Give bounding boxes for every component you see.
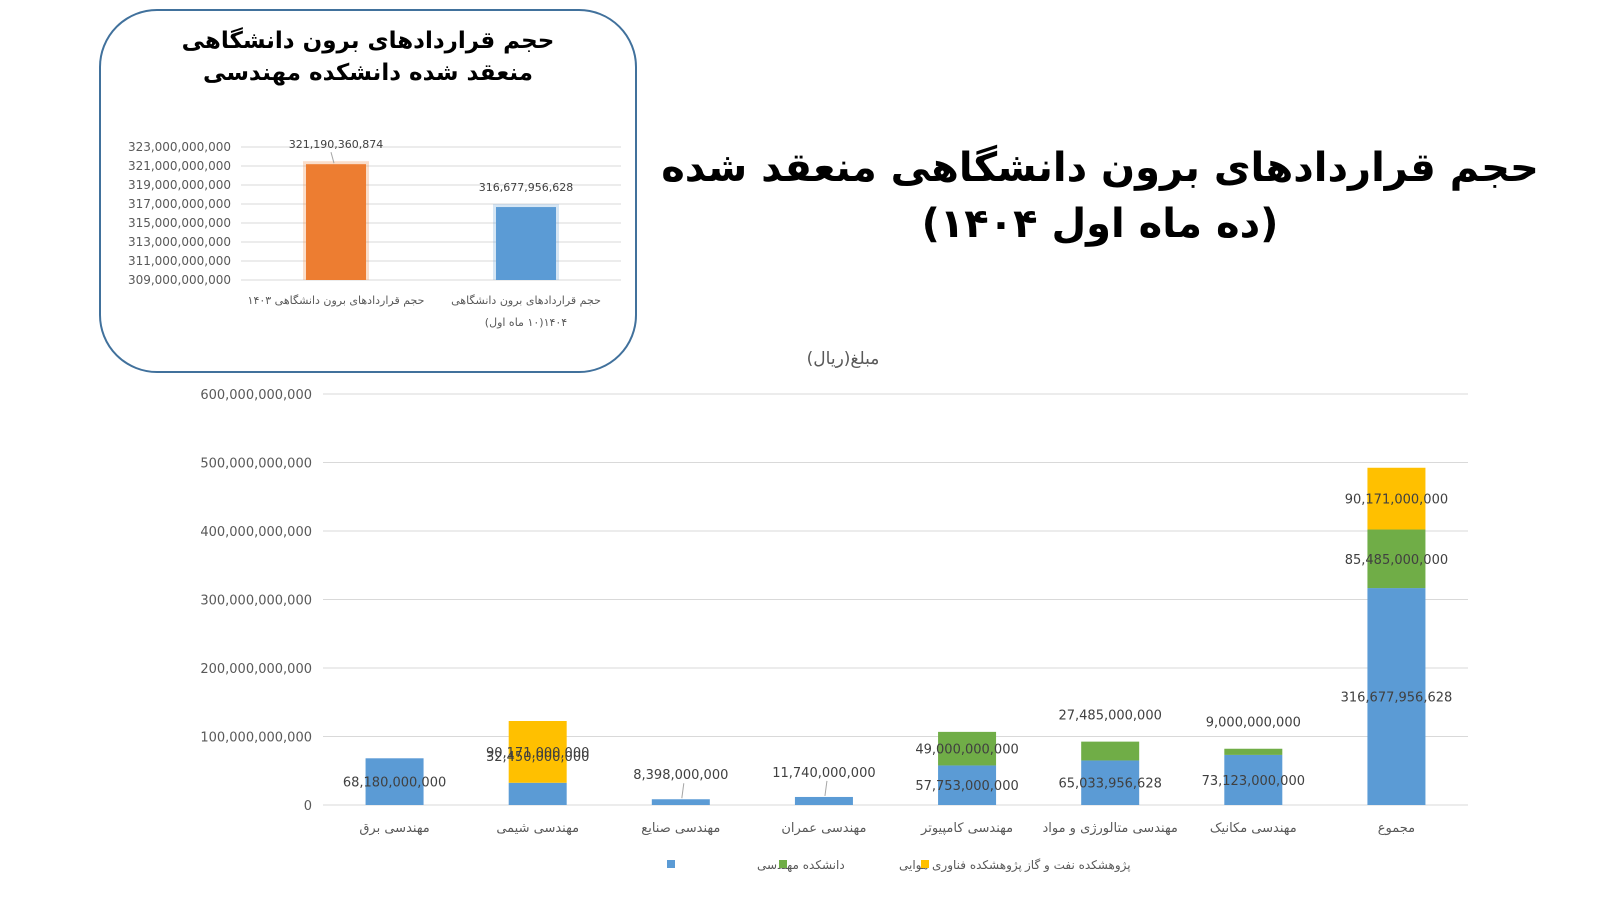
stacked-bar-data-label: 11,740,000,000 [772,766,875,781]
stacked-bar-data-label: 316,677,956,628 [1341,691,1453,706]
inset-category-label: ۱۴۰۴(۱۰ ماه اول) [485,316,568,329]
stacked-bar-segment [365,758,424,805]
main-y-tick-label: 300,000,000,000 [200,594,312,609]
main-category-label: مهندسی مکانیک [1210,821,1297,836]
stacked-bar-data-label: 90,171,000,000 [486,746,589,761]
main-y-tick-label: 400,000,000,000 [200,525,312,540]
stacked-bar-data-label: 85,485,000,000 [1345,553,1448,568]
inset-y-tick-label: 311,000,000,000 [128,254,231,268]
main-category-label: مهندسی عمران [781,821,866,836]
legend-label: دانشکده مهندسی [757,858,845,872]
main-y-tick-label: 500,000,000,000 [200,457,312,472]
main-title-line2: (ده ماه اول ۱۴۰۴) [921,201,1279,247]
inset-bar [306,164,366,280]
legend-swatch [667,860,675,868]
stacked-bar-segment [508,721,567,783]
stacked-bar-segment [794,796,853,805]
legend-swatch [921,860,929,868]
legend-label: پژوهشکده نفت و گاز [1024,858,1131,873]
inset-leader-line [330,152,335,164]
stacked-bar-segment [1224,754,1283,805]
main-category-label: مهندسی صنایع [641,821,720,836]
data-label-leader-line [824,780,828,797]
legend-swatch [779,860,787,868]
stacked-bar-segment [1367,467,1426,530]
inset-bar [496,207,556,280]
stacked-bar-data-label: 57,753,000,000 [915,779,1018,794]
main-y-tick-label: 200,000,000,000 [200,662,312,677]
main-category-label: مهندسی متالورژی و مواد [1042,821,1177,836]
stacked-bar-segment [1081,760,1140,805]
stacked-bar-segment [508,782,567,805]
stacked-bar-data-label: 90,171,000,000 [1345,493,1448,508]
main-category-label: مهندسی شیمی [496,821,579,836]
stacked-bar-data-label: 68,180,000,000 [343,776,446,791]
stacked-bar-segment [938,765,997,805]
inset-title-line1: حجم قراردادهای برون دانشگاهی [181,28,555,54]
inset-y-tick-label: 313,000,000,000 [128,235,231,249]
inset-category-label: حجم قراردادهای برون دانشگاهی [451,294,601,307]
inset-y-tick-label: 323,000,000,000 [128,140,231,154]
main-title: حجم قراردادهای برون دانشگاهی منعقد شده (… [640,140,1560,252]
stacked-bar-segment [938,731,997,766]
inset-y-tick-label: 315,000,000,000 [128,216,231,230]
inset-y-tick-label: 321,000,000,000 [128,159,231,173]
inset-y-tick-label: 317,000,000,000 [128,197,231,211]
stacked-bar-data-label: 9,000,000,000 [1206,716,1301,731]
inset-chart-svg: 309,000,000,000 311,000,000,000 313,000,00… [128,138,621,329]
inset-category-label: حجم قراردادهای برون دانشگاهی ۱۴۰۳ [248,294,425,307]
stacked-bar-segment [651,799,710,805]
inset-title-line2: منعقد شده دانشکده مهندسی [203,60,533,86]
main-title-line1: حجم قراردادهای برون دانشگاهی منعقد شده [661,145,1539,191]
inset-y-tick-label: 309,000,000,000 [128,273,231,287]
stacked-bar-data-label: 73,123,000,000 [1202,774,1305,789]
stacked-bar-data-label: 49,000,000,000 [915,743,1018,758]
main-y-tick-label: 600,000,000,000 [200,388,312,403]
stacked-bar-segment [1367,529,1426,589]
main-y-tick-label: 0 [304,799,312,814]
inset-chart-title: حجم قراردادهای برون دانشگاهی منعقد شده د… [101,25,635,89]
inset-data-label: 321,190,360,874 [289,138,383,151]
data-label-leader-line [681,783,685,799]
stacked-bar-data-label: 8,398,000,000 [633,768,728,783]
inset-data-label: 316,677,956,628 [479,181,573,194]
main-category-label: مجموع [1378,821,1415,836]
inset-chart-panel: حجم قراردادهای برون دانشگاهی منعقد شده د… [99,9,637,373]
stacked-bar-data-label: 27,485,000,000 [1058,709,1161,724]
main-y-tick-label: 100,000,000,000 [200,731,312,746]
stacked-bar-segment [1367,588,1426,805]
stacked-bar-segment [1081,741,1140,761]
legend-label: پژوهشکده فناوری هوایی [899,858,1022,873]
stacked-bar-data-label: 32,450,000,000 [486,750,589,765]
inset-y-tick-label: 319,000,000,000 [128,178,231,192]
stacked-bar-data-label: 65,033,956,628 [1058,777,1161,792]
main-category-label: مهندسی برق [359,821,429,836]
stacked-bar-segment [1224,748,1283,755]
main-chart-title: مبلغ(ریال) [807,349,880,369]
main-category-label: مهندسی کامپیوتر [920,821,1013,836]
